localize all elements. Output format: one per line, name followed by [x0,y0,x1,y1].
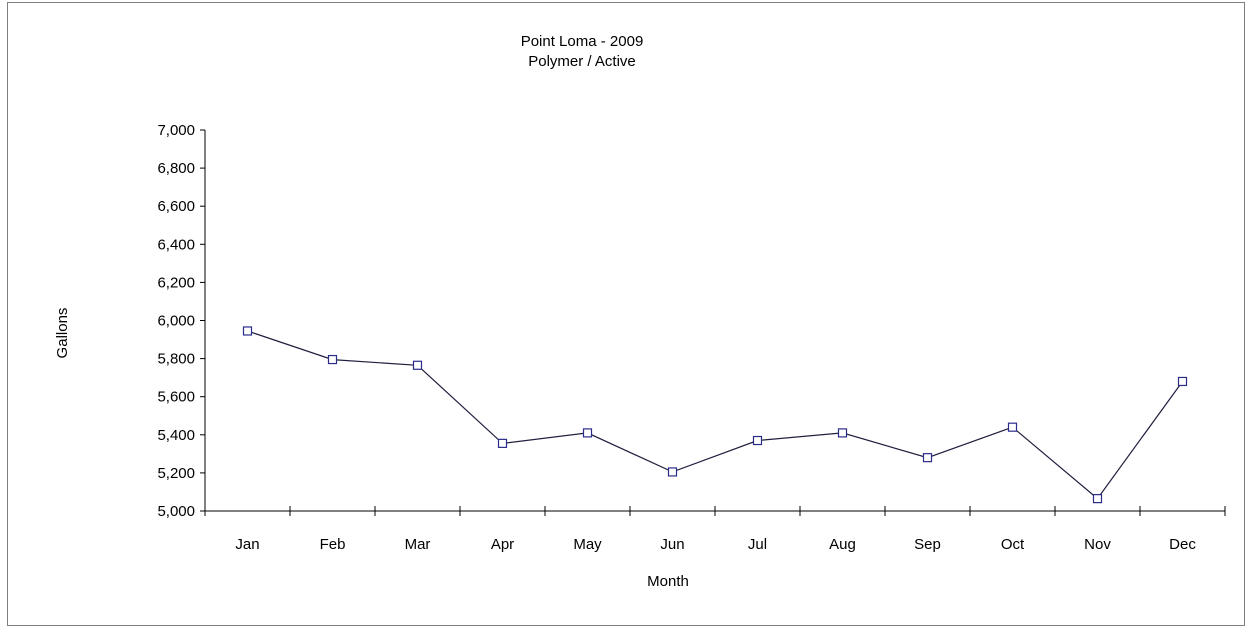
data-point [242,326,253,336]
chart-frame [7,2,1245,626]
y-tick-label: 6,800 [157,160,195,177]
data-point [1177,376,1188,387]
y-axis-label: Gallons [54,308,71,359]
y-tick-label: 7,000 [157,122,195,139]
x-axis-label: Month [647,573,689,590]
data-point [327,354,338,365]
y-tick-label: 5,200 [157,465,195,482]
y-ticks: 5,000 5,200 5,400 5,600 5,800 6,000 6,200 6,400… [157,122,205,520]
data-point [582,428,593,438]
x-tick-label: Nov [1084,536,1111,553]
chart-subtitle: Polymer / Active [528,53,636,70]
chart-title: Point Loma - 2009 [521,33,644,50]
data-point [412,360,423,370]
y-tick-label: 6,000 [157,313,195,330]
series [242,326,1188,504]
y-tick-label: 5,400 [157,427,195,444]
x-tick-label: Apr [491,536,514,553]
y-tick-label: 6,600 [157,198,195,215]
x-tick-label: Jun [660,536,684,553]
y-tick-label: 5,600 [157,389,195,406]
y-tick-label: 5,000 [157,503,195,520]
y-tick-label: 5,800 [157,351,195,368]
data-point [837,428,848,438]
x-tick-label: Sep [914,536,941,553]
data-point [1092,494,1103,504]
data-point [922,453,933,463]
y-tick-label: 6,400 [157,236,195,253]
data-point [497,438,508,448]
x-tick-label: Mar [405,536,431,553]
data-point [1007,422,1018,432]
x-ticks: Jan Feb Mar Apr May Jun Jul Aug Sep Oct Nov Dec [204,506,1226,553]
data-point [752,435,763,446]
x-tick-label: Aug [829,536,856,553]
series-line [247,330,1183,500]
x-tick-label: Dec [1169,536,1196,553]
y-tick-label: 6,200 [157,274,195,291]
axes [204,130,1225,512]
x-tick-label: May [573,536,602,553]
x-tick-label: Feb [320,536,346,553]
x-tick-label: Oct [1001,536,1025,553]
data-point [667,467,678,477]
x-tick-label: Jul [748,536,767,553]
x-tick-label: Jan [235,536,259,553]
